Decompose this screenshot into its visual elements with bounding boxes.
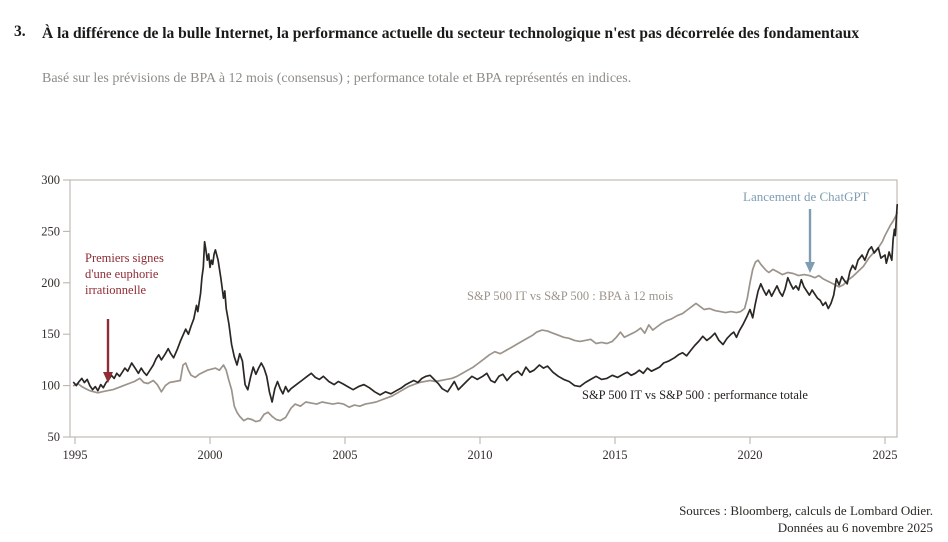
y-tick-label: 200	[41, 276, 60, 290]
x-tick-label: 2010	[468, 448, 493, 462]
x-tick-label: 1995	[63, 448, 88, 462]
figure-number: 3.	[14, 23, 26, 40]
chatgpt-arrow-head	[805, 262, 815, 273]
x-tick-label: 2025	[873, 448, 898, 462]
y-tick-label: 150	[41, 327, 60, 341]
euphoria-arrow-head	[103, 372, 113, 383]
sources-note: Sources : Bloomberg, calculs de Lombard …	[679, 503, 933, 536]
bpa-series-label: S&P 500 IT vs S&P 500 : BPA à 12 mois	[467, 289, 674, 303]
y-tick-label: 100	[41, 379, 60, 393]
plot-frame	[69, 179, 898, 438]
x-tick-label: 2020	[738, 448, 763, 462]
chart-subtitle: Basé sur les prévisions de BPA à 12 mois…	[42, 71, 632, 86]
x-tick-label: 2005	[333, 448, 358, 462]
y-tick-label: 250	[41, 224, 60, 238]
x-tick-label: 2000	[198, 448, 223, 462]
chart-title: À la différence de la bulle Internet, la…	[42, 25, 860, 42]
euphoria-annotation: Premiers signes d'une euphorie irrationn…	[85, 251, 164, 297]
perf-series-label: S&P 500 IT vs S&P 500 : performance tota…	[582, 388, 808, 402]
bpa-line	[72, 212, 899, 423]
y-tick-label: 50	[48, 430, 61, 444]
performance-line	[72, 203, 899, 403]
y-tick-label: 300	[41, 173, 60, 187]
sources-line1: Sources : Bloomberg, calculs de Lombard …	[679, 503, 933, 518]
x-tick-label: 2015	[603, 448, 628, 462]
chatgpt-annotation: Lancement de ChatGPT	[743, 189, 869, 204]
sources-line2: Données au 6 novembre 2025	[777, 519, 933, 535]
